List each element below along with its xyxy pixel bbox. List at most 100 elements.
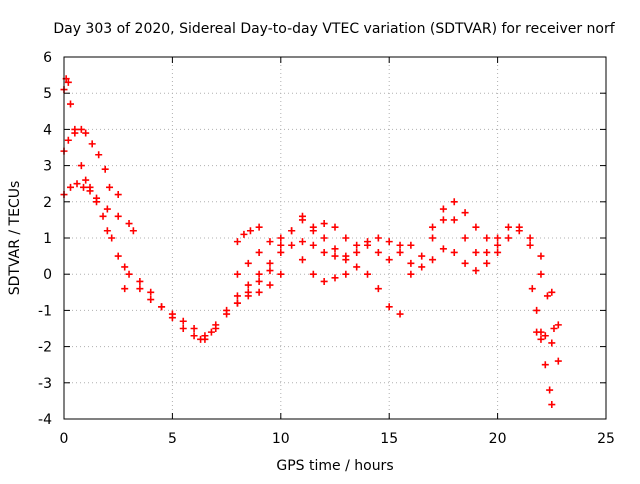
- data-point: [429, 223, 437, 231]
- data-point: [494, 234, 502, 242]
- chart-title: Day 303 of 2020, Sidereal Day-to-day VTE…: [53, 21, 615, 37]
- y-tick-label: 2: [43, 195, 52, 211]
- x-tick-label: 20: [489, 431, 507, 447]
- data-point: [396, 248, 404, 256]
- data-point: [450, 198, 458, 206]
- data-point: [429, 256, 437, 264]
- data-point: [125, 220, 133, 228]
- data-point: [125, 270, 133, 278]
- data-point: [320, 234, 328, 242]
- data-point: [472, 267, 480, 275]
- data-point: [554, 357, 562, 365]
- data-point: [353, 248, 361, 256]
- data-point: [533, 306, 541, 314]
- data-point: [82, 176, 90, 184]
- data-point: [64, 78, 72, 86]
- data-point: [550, 325, 558, 332]
- data-point: [528, 285, 536, 293]
- data-point: [255, 270, 263, 278]
- data-point: [331, 245, 339, 253]
- data-point: [450, 216, 458, 224]
- data-point: [136, 277, 144, 285]
- data-point: [537, 335, 545, 343]
- data-point: [548, 288, 556, 296]
- data-point: [418, 252, 426, 260]
- data-point: [298, 256, 306, 264]
- data-point: [266, 281, 274, 289]
- data-point: [541, 332, 549, 340]
- data-point: [233, 292, 241, 300]
- data-point: [95, 151, 103, 159]
- data-point: [320, 220, 328, 228]
- data-point: [385, 238, 393, 246]
- data-point: [364, 270, 372, 278]
- series-satellite-track-5: [121, 270, 285, 340]
- data-point: [67, 100, 75, 108]
- data-point: [407, 270, 415, 278]
- x-tick-label: 10: [272, 431, 290, 447]
- data-point: [450, 248, 458, 256]
- x-tick-label: 15: [380, 431, 398, 447]
- data-point: [64, 136, 72, 144]
- data-point: [77, 162, 85, 170]
- y-tick-label: -3: [38, 376, 52, 392]
- data-point: [136, 285, 144, 293]
- data-point: [77, 125, 85, 133]
- data-point: [103, 205, 111, 213]
- data-point: [537, 270, 545, 278]
- series-satellite-track-13: [528, 285, 556, 409]
- data-point: [483, 234, 491, 242]
- data-point: [331, 223, 339, 231]
- data-point: [86, 187, 94, 195]
- data-point: [526, 241, 534, 249]
- data-point: [277, 248, 285, 256]
- data-point: [439, 245, 447, 253]
- data-point: [309, 241, 317, 249]
- data-point: [244, 288, 252, 296]
- data-point: [103, 227, 111, 235]
- series-satellite-track-14: [533, 328, 556, 347]
- data-point: [255, 288, 263, 296]
- data-point: [504, 223, 512, 231]
- data-point: [255, 277, 263, 285]
- y-tick-label: 4: [43, 122, 52, 138]
- y-tick-label: 1: [43, 231, 52, 247]
- data-point: [266, 238, 274, 246]
- data-point: [546, 386, 554, 394]
- data-point: [374, 285, 382, 293]
- data-point: [483, 248, 491, 256]
- data-point: [277, 270, 285, 278]
- data-point: [179, 317, 187, 325]
- x-axis-label: GPS time / hours: [276, 458, 393, 474]
- data-point: [129, 227, 137, 235]
- data-point: [266, 267, 274, 275]
- data-point: [548, 339, 556, 347]
- data-point: [374, 234, 382, 242]
- data-point: [190, 332, 198, 340]
- data-point: [320, 248, 328, 256]
- data-point: [233, 238, 241, 246]
- data-point: [439, 216, 447, 224]
- data-point: [207, 328, 215, 336]
- data-point: [472, 223, 480, 231]
- data-point: [233, 270, 241, 278]
- data-point: [331, 274, 339, 282]
- series-satellite-track-3: [60, 180, 137, 235]
- data-point: [504, 234, 512, 242]
- data-point: [298, 216, 306, 224]
- data-point: [385, 256, 393, 264]
- data-point: [342, 256, 350, 264]
- data-point: [108, 234, 116, 242]
- series-satellite-track-11: [407, 223, 562, 329]
- data-point: [309, 270, 317, 278]
- data-point: [190, 325, 198, 332]
- series-satellite-track-8: [233, 216, 350, 307]
- data-point: [543, 292, 551, 300]
- data-point: [407, 241, 415, 249]
- data-point: [99, 212, 107, 220]
- series-satellite-track-4: [125, 212, 306, 343]
- series-satellite-track-12: [429, 205, 562, 365]
- data-point: [526, 234, 534, 242]
- data-point: [212, 325, 220, 332]
